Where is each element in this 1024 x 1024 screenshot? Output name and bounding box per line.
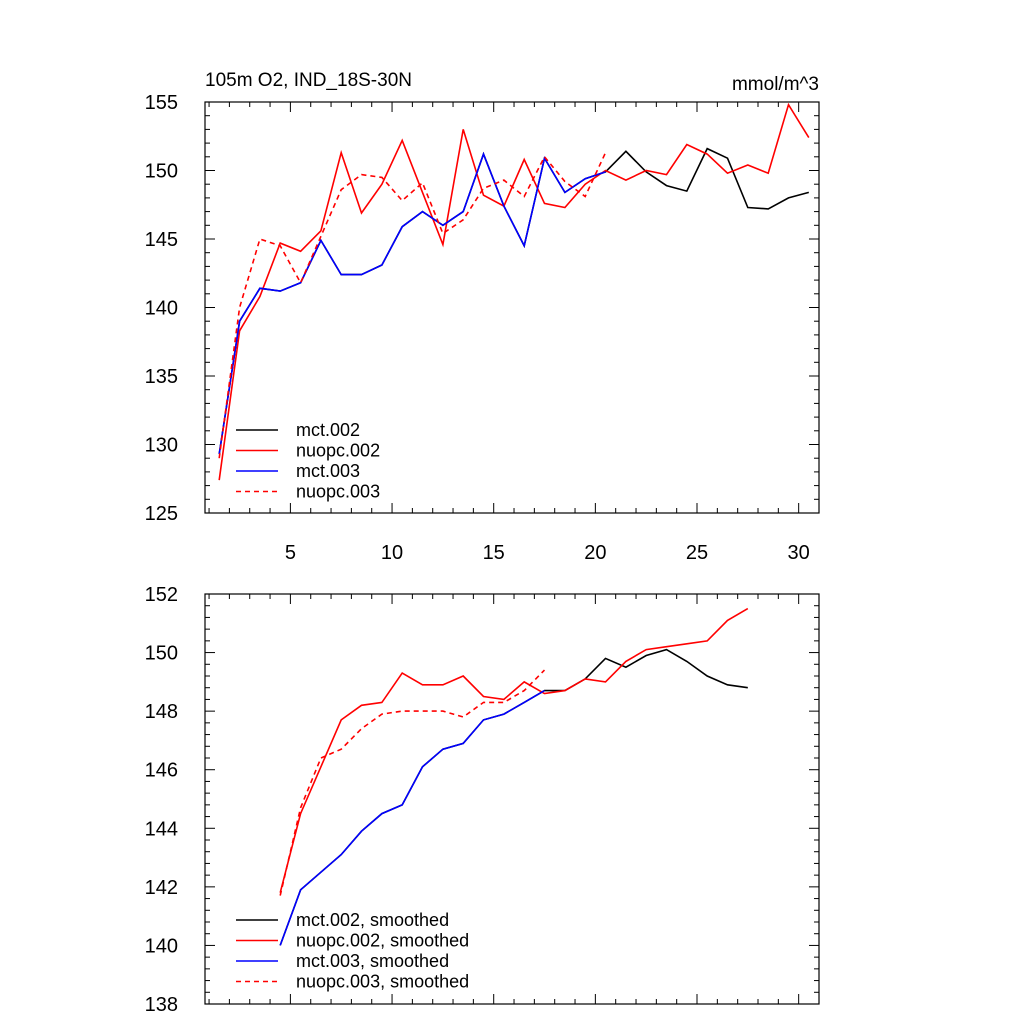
y-tick-label: 144 <box>145 818 178 840</box>
y-tick-label: 138 <box>145 994 178 1016</box>
series-line-3 <box>279 689 545 946</box>
y-tick-label: 155 <box>145 92 178 114</box>
legend-label: mct.003 <box>296 461 360 481</box>
series-line-1 <box>218 147 810 455</box>
legend-label: nuopc.002 <box>296 441 380 461</box>
x-tick-label: 10 <box>381 542 403 564</box>
y-tick-label: 140 <box>145 935 178 957</box>
series-line-3 <box>218 151 606 455</box>
legend-label: mct.002, smoothed <box>296 910 449 930</box>
x-tick-label: 30 <box>788 542 810 564</box>
y-tick-label: 145 <box>145 229 178 251</box>
y-tick-label: 150 <box>145 643 178 665</box>
y-tick-label: 150 <box>145 161 178 183</box>
y-tick-label: 140 <box>145 298 178 320</box>
x-tick-label: 20 <box>584 542 606 564</box>
y-tick-label: 146 <box>145 760 178 782</box>
series-line-4 <box>279 669 546 896</box>
y-tick-label: 148 <box>145 701 178 723</box>
y-tick-label: 135 <box>145 366 178 388</box>
series-line-1 <box>279 648 748 946</box>
y-tick-label: 130 <box>145 435 178 457</box>
legend-label: nuopc.002, smoothed <box>296 931 469 951</box>
chart-title: 105m O2, IND_18S-30N <box>205 70 412 91</box>
series-line-2 <box>279 607 749 893</box>
plot-frame <box>204 593 820 1005</box>
x-tick-label: 25 <box>686 542 708 564</box>
series-line-4 <box>218 152 607 459</box>
x-tick-label: 15 <box>483 542 505 564</box>
legend-label: nuopc.003, smoothed <box>296 972 469 992</box>
legend-label: mct.002 <box>296 420 360 440</box>
x-tick-label: 5 <box>285 542 296 564</box>
legend-label: mct.003, smoothed <box>296 951 449 971</box>
plot-frame <box>204 101 820 514</box>
y-tick-label: 125 <box>145 503 178 525</box>
chart-panel-2: 138 140 142 144 146 148 150 152 mct.002, smoothe… <box>145 584 820 1016</box>
y-tick-label: 142 <box>145 877 178 899</box>
series-line-2 <box>218 102 810 481</box>
y-tick-label: 152 <box>145 584 178 606</box>
chart-panel-1: 125 130 135 140 145 150 155 5 10 15 20 25 30 105m O2,… <box>145 70 820 564</box>
legend-label: nuopc.003 <box>296 482 380 502</box>
units-label: mmol/m^3 <box>732 74 819 95</box>
